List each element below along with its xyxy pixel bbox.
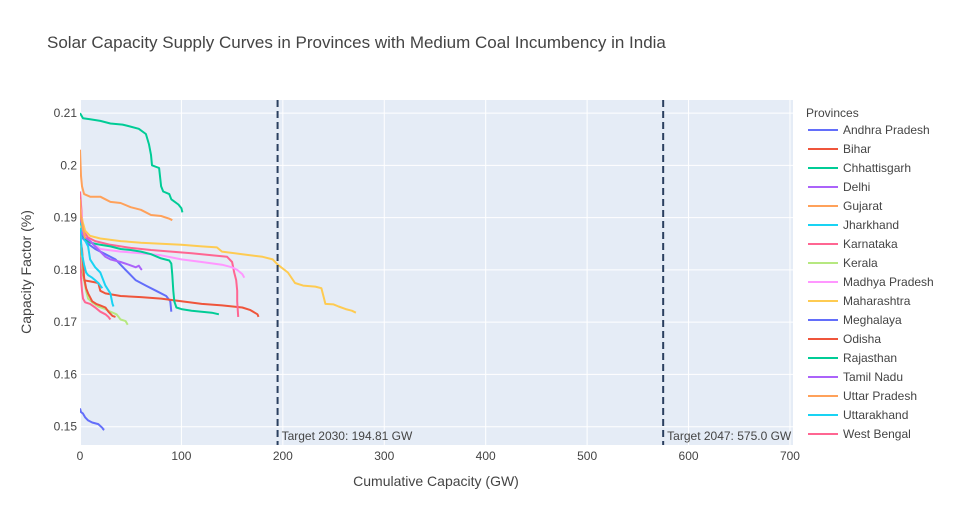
series-line-karnataka [80,191,240,317]
legend-item-label: Chhattisgarh [843,161,911,175]
y-tick-label: 0.19 [54,211,78,225]
legend: Provinces Andhra Pradesh Bihar Chhattisgar… [806,106,934,441]
series-lines [80,112,357,431]
series-line-gujarat [80,149,173,222]
x-tick-label: 600 [679,449,699,463]
legend-item-label: Karnataka [843,237,898,251]
legend-item-label: Tamil Nadu [843,370,903,384]
series-line-uttar-pradesh [80,199,87,239]
legend-item-label: Jharkhand [843,218,899,232]
legend-item-label: Odisha [843,332,881,346]
series-line-bihar [80,238,260,318]
x-tick-label: 100 [171,449,191,463]
series-line-rajasthan [80,230,220,316]
x-tick-label: 0 [77,449,84,463]
legend-item-label: Uttar Pradesh [843,389,917,403]
legend-item-label: Uttarakhand [843,408,908,422]
y-tick-label: 0.16 [54,367,78,381]
target-label-2: Target 2047: 575.0 GW [667,429,792,443]
series-line-uttarakhand [80,228,104,289]
series-line-odisha [80,238,116,318]
y-axis-label: Capacity Factor (%) [18,210,34,334]
grid-lines [79,100,793,445]
series-line-meghalaya [80,408,105,431]
x-axis-label: Cumulative Capacity (GW) [353,473,519,489]
legend-item-label: West Bengal [843,427,911,441]
axis-ticks: 0 100 200 300 400 500 600 700 0.15 0.16 0.17 0.18 0.… [54,106,801,463]
series-line-tamil-nadu [80,230,143,271]
x-tick-label: 200 [273,449,293,463]
target-lines: Target 2030: 194.81 GW Target 2047: 575.0… [276,100,792,445]
x-tick-label: 300 [374,449,394,463]
legend-item-label: Meghalaya [843,313,902,327]
legend-item-label: Andhra Pradesh [843,123,930,137]
y-tick-label: 0.21 [54,106,78,120]
legend-title: Provinces [806,106,859,120]
y-tick-label: 0.18 [54,263,78,277]
legend-item-label: Gujarat [843,199,883,213]
x-tick-label: 500 [577,449,597,463]
legend-item-label: Bihar [843,142,871,156]
series-line-maharashtra [80,212,357,314]
series-line-chhattisgarh [80,112,184,213]
x-tick-label: 400 [476,449,496,463]
target-label-1: Target 2030: 194.81 GW [282,429,413,443]
y-tick-label: 0.2 [60,158,77,172]
legend-item-label: Maharashtra [843,294,911,308]
chart-title: Solar Capacity Supply Curves in Province… [47,33,666,52]
legend-item-label: Rajasthan [843,351,897,365]
legend-item-label: Delhi [843,180,870,194]
y-tick-label: 0.15 [54,420,78,434]
plot-background [80,100,793,445]
legend-item-label: Kerala [843,256,878,270]
series-line-west-bengal [80,256,112,321]
series-line-andhra-pradesh [80,227,173,312]
legend-item-label: Madhya Pradesh [843,275,934,289]
y-tick-label: 0.17 [54,315,78,329]
x-tick-label: 700 [780,449,800,463]
